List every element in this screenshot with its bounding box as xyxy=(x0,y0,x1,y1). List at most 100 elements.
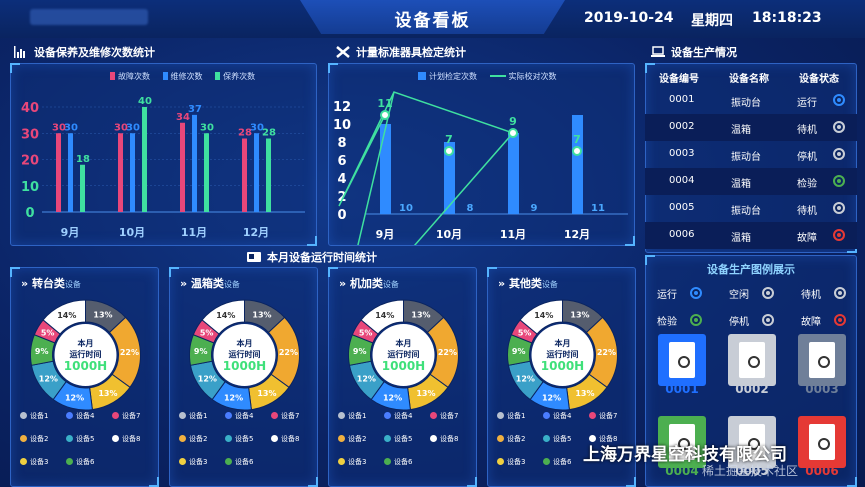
date: 2019-10-24 xyxy=(584,10,674,26)
center-value: 1000H xyxy=(64,359,107,373)
table-row[interactable]: 0002 温箱 待机 xyxy=(645,114,857,141)
panel-suffix: 设备 xyxy=(223,280,240,289)
company-logo xyxy=(30,9,148,25)
table-row[interactable]: 0004 温箱 检验 xyxy=(645,168,857,195)
table-row[interactable]: 0001 振动台 运行 xyxy=(645,87,857,114)
y-tick-label: 6 xyxy=(337,154,346,169)
slice-label: 9% xyxy=(35,347,49,356)
legend-text: 设备2 xyxy=(189,435,208,443)
bar-value-label: 18 xyxy=(76,154,90,165)
device-screen xyxy=(669,424,695,460)
x-tick-label: 11月 xyxy=(500,228,526,241)
device-0005-icon[interactable] xyxy=(728,416,776,468)
legend-text: 设备4 xyxy=(394,412,413,420)
center-value: 1000H xyxy=(541,359,584,373)
slice-label: 13% xyxy=(252,311,271,320)
cell-status: 待机 xyxy=(797,125,817,136)
table-row[interactable]: 0003 振动台 停机 xyxy=(645,141,857,168)
device-label: 0003 xyxy=(805,382,839,396)
slice-label: 12% xyxy=(542,394,561,403)
legend-dot xyxy=(225,412,232,419)
device-0003-icon[interactable] xyxy=(798,334,846,386)
bar xyxy=(130,133,135,212)
legend-dot xyxy=(589,412,596,419)
point-value-label: 11 xyxy=(377,97,392,110)
pie-legend-item: 设备4 xyxy=(384,411,412,421)
cell-id: 0001 xyxy=(669,94,695,105)
runtime-panel: » 温箱类设备 13% 22% 13% 12% 12% 9% 5% 14% 本月 运行时间 1000H… xyxy=(169,267,318,487)
slice-label: 12% xyxy=(383,394,402,403)
bar xyxy=(242,138,247,212)
pie-legend-item: 设备7 xyxy=(430,411,458,421)
legend-dot xyxy=(20,458,27,465)
cell-name: 振动台 xyxy=(731,206,761,217)
pie-legend-item: 设备6 xyxy=(225,457,253,467)
line-series xyxy=(338,91,515,245)
legend-status-icon xyxy=(690,287,702,299)
status-dot-icon xyxy=(833,121,845,133)
legend-dot xyxy=(384,458,391,465)
bar-value-label: 30 xyxy=(114,122,128,133)
weekday: 星期四 xyxy=(691,13,733,29)
device-0004-icon[interactable] xyxy=(658,416,706,468)
device-0002-icon[interactable] xyxy=(728,334,776,386)
legend-dot xyxy=(497,412,504,419)
legend-text: 设备8 xyxy=(599,435,618,443)
x-tick-label: 12月 xyxy=(564,228,590,241)
x-tick-label: 10月 xyxy=(119,226,145,239)
point-value-label: 7 xyxy=(445,133,453,146)
bar-value-label: 30 xyxy=(200,122,214,133)
pie-legend-item: 设备8 xyxy=(430,434,458,444)
legend-text: 设备3 xyxy=(348,458,367,466)
cell-name: 振动台 xyxy=(731,152,761,163)
bar-value-label: 28 xyxy=(238,128,252,139)
device-0006-icon[interactable] xyxy=(798,416,846,468)
pie-legend-item: 设备1 xyxy=(20,411,48,421)
slice-label: 22% xyxy=(597,348,616,357)
table-row[interactable]: 0006 温箱 故障 xyxy=(645,222,857,249)
calib-chart: 12 10 8 6 4 2 0 10 9月 8 10月 9 11月 11 12月 11 7 9 7 xyxy=(333,91,628,245)
slice-label: 12% xyxy=(357,375,376,384)
legend-text: 设备7 xyxy=(599,412,618,420)
production-title-text: 设备生产情况 xyxy=(671,46,737,59)
center-label: 运行时间 xyxy=(229,349,261,359)
runtime-panel: » 其他类设备 13% 22% 13% 12% 12% 9% 5% 14% 本月 运行时间 1000H… xyxy=(487,267,636,487)
pie-legend-item: 设备2 xyxy=(20,434,48,444)
status-dot-icon xyxy=(833,175,845,187)
legend-text: 设备1 xyxy=(507,412,526,420)
slice-label: 13% xyxy=(575,389,594,398)
header-name: 设备名称 xyxy=(729,74,769,85)
cell-name: 温箱 xyxy=(731,125,751,136)
legend-text: 设备6 xyxy=(394,458,413,466)
table-row[interactable]: 0005 振动台 待机 xyxy=(645,195,857,222)
slice-label: 12% xyxy=(65,394,84,403)
legend-dot xyxy=(338,412,345,419)
status-dot-icon xyxy=(833,202,845,214)
bar xyxy=(266,138,271,212)
line-point xyxy=(380,110,390,120)
legend-status-label: 运行 xyxy=(657,290,677,301)
status-dot-icon xyxy=(833,148,845,160)
donut-slice xyxy=(360,299,404,335)
cell-id: 0004 xyxy=(669,175,695,186)
pie-legend-item: 设备5 xyxy=(225,434,253,444)
bar xyxy=(192,114,197,212)
bar xyxy=(380,124,391,214)
bar-value-label: 40 xyxy=(138,96,152,107)
x-tick-label: 9月 xyxy=(376,228,395,241)
double-chevron-icon: » xyxy=(21,277,32,290)
legend-text: 设备3 xyxy=(507,458,526,466)
slice-label: 22% xyxy=(438,348,457,357)
legend-text: 设备5 xyxy=(553,435,572,443)
pie-legend-item: 设备6 xyxy=(543,457,571,467)
laptop-icon xyxy=(651,46,665,57)
legend-text: 设备3 xyxy=(189,458,208,466)
device-0001-icon[interactable] xyxy=(658,334,706,386)
y-tick-label: 10 xyxy=(333,118,351,133)
x-tick-label: 12月 xyxy=(243,226,269,239)
donut-slice xyxy=(201,299,245,335)
slice-label: 9% xyxy=(353,347,367,356)
status-dot-icon xyxy=(833,229,845,241)
